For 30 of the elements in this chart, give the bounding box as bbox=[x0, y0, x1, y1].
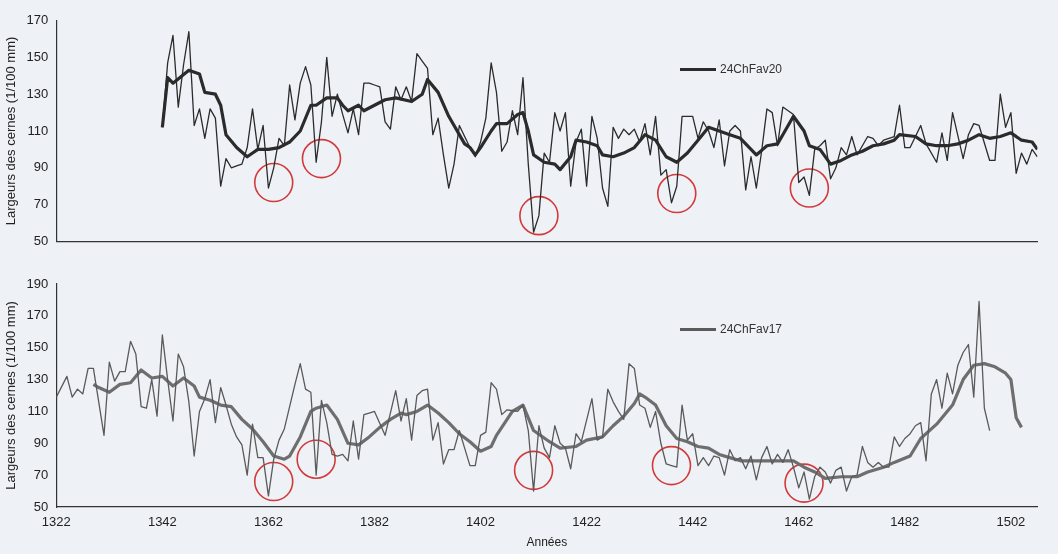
y-tick-label: 110 bbox=[27, 403, 49, 419]
y-tick-label: 150 bbox=[26, 48, 49, 64]
y-tick-label: 50 bbox=[33, 232, 49, 248]
x-tick-label: 1462 bbox=[784, 514, 814, 530]
y-tick-label: 50 bbox=[33, 498, 49, 514]
x-tick-label: 1382 bbox=[360, 514, 389, 530]
y-axis-title: Largeurs des cernes (1/100 mm) bbox=[3, 301, 19, 490]
y-axis-title: Largeurs des cernes (1/100 mm) bbox=[3, 36, 19, 226]
y-tick-label: 70 bbox=[33, 196, 49, 212]
legend-label: 24ChFav17 bbox=[720, 322, 783, 336]
x-tick-label: 1442 bbox=[678, 514, 708, 530]
x-tick-label: 1422 bbox=[572, 514, 602, 530]
x-tick-label: 1342 bbox=[147, 514, 177, 530]
y-tick-label: 70 bbox=[33, 466, 49, 482]
x-tick-label: 1502 bbox=[996, 514, 1026, 530]
y-tick-label: 90 bbox=[33, 159, 49, 175]
x-tick-label: 1362 bbox=[253, 514, 283, 530]
legend-label: 24ChFav20 bbox=[720, 62, 783, 76]
x-tick-label: 1482 bbox=[890, 514, 920, 530]
x-tick-label: 1322 bbox=[41, 514, 71, 530]
y-tick-label: 190 bbox=[26, 275, 49, 291]
y-tick-label: 150 bbox=[26, 339, 49, 355]
x-axis-title: Années bbox=[526, 535, 568, 550]
y-tick-label: 110 bbox=[27, 122, 49, 138]
y-tick-label: 130 bbox=[26, 371, 49, 387]
y-tick-label: 170 bbox=[26, 12, 49, 28]
y-tick-label: 90 bbox=[33, 434, 49, 450]
y-tick-label: 130 bbox=[26, 85, 49, 101]
x-tick-label: 1402 bbox=[466, 514, 496, 530]
y-tick-label: 170 bbox=[26, 307, 49, 323]
